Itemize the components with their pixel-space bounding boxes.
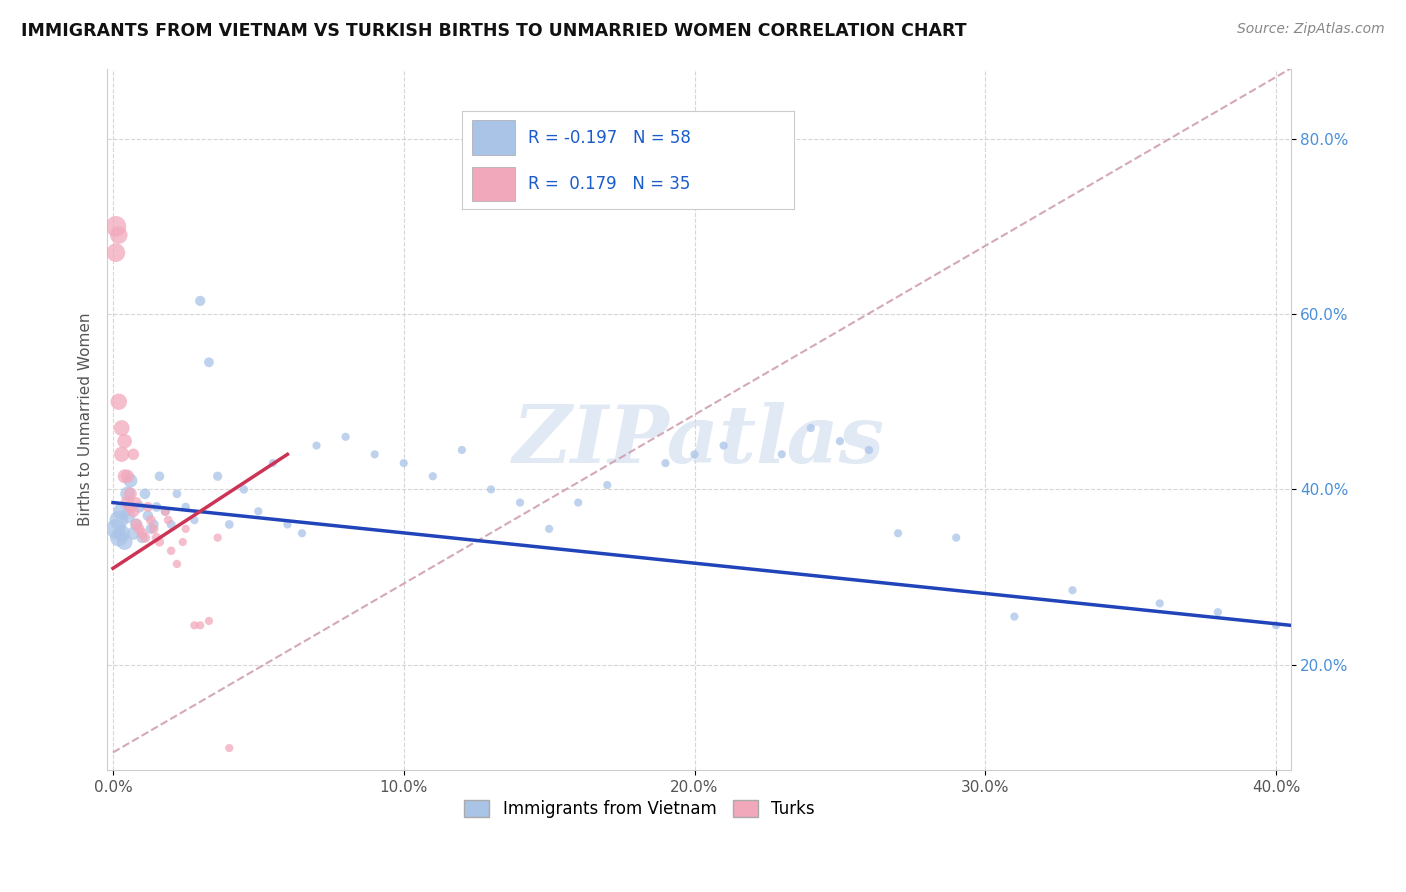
Point <box>125 517 148 532</box>
Point <box>155 504 177 518</box>
Point <box>174 522 197 536</box>
Point <box>136 508 159 523</box>
Point <box>276 517 298 532</box>
Point <box>174 500 197 514</box>
Point <box>218 517 240 532</box>
Point <box>139 522 162 536</box>
Point <box>107 513 129 527</box>
Point <box>247 504 270 518</box>
Point <box>160 543 183 558</box>
Point <box>232 483 254 497</box>
Text: ZIPatlas: ZIPatlas <box>513 401 884 479</box>
Point <box>114 469 136 483</box>
Point <box>887 526 910 541</box>
Point <box>291 526 314 541</box>
Point <box>363 447 385 461</box>
Point <box>262 456 284 470</box>
Point <box>509 495 531 509</box>
Point <box>104 245 127 260</box>
Point <box>131 531 153 545</box>
Point <box>1206 605 1229 619</box>
Point <box>142 522 165 536</box>
Point <box>117 487 139 501</box>
Point <box>335 430 357 444</box>
Point <box>654 456 676 470</box>
Point <box>596 478 619 492</box>
Point <box>683 447 706 461</box>
Point <box>828 434 851 449</box>
Point <box>128 500 150 514</box>
Point <box>800 421 823 435</box>
Point <box>145 500 167 514</box>
Point <box>188 293 211 308</box>
Point <box>122 526 145 541</box>
Text: Source: ZipAtlas.com: Source: ZipAtlas.com <box>1237 22 1385 37</box>
Point <box>166 487 188 501</box>
Point <box>172 535 194 549</box>
Point <box>142 517 165 532</box>
Point <box>567 495 589 509</box>
Point <box>392 456 415 470</box>
Point <box>148 535 170 549</box>
Point <box>166 557 188 571</box>
Point <box>114 535 136 549</box>
Point <box>104 219 127 234</box>
Point <box>111 526 134 541</box>
Point <box>125 495 148 509</box>
Point <box>120 487 142 501</box>
Point <box>134 487 156 501</box>
Point <box>183 618 205 632</box>
Point <box>107 531 129 545</box>
Point <box>945 531 967 545</box>
Point <box>120 474 142 488</box>
Point <box>114 434 136 449</box>
Point <box>1002 609 1025 624</box>
Point <box>125 517 148 532</box>
Point <box>131 526 153 541</box>
Text: IMMIGRANTS FROM VIETNAM VS TURKISH BIRTHS TO UNMARRIED WOMEN CORRELATION CHART: IMMIGRANTS FROM VIETNAM VS TURKISH BIRTH… <box>21 22 967 40</box>
Point <box>188 618 211 632</box>
Point <box>538 522 561 536</box>
Point <box>422 469 444 483</box>
Point <box>157 513 180 527</box>
Point <box>107 228 129 243</box>
Point <box>479 483 502 497</box>
Point <box>104 522 127 536</box>
Point <box>111 447 134 461</box>
Y-axis label: Births to Unmarried Women: Births to Unmarried Women <box>79 312 93 526</box>
Point <box>1149 596 1171 610</box>
Point <box>770 447 793 461</box>
Point <box>122 504 145 518</box>
Point <box>207 531 229 545</box>
Point <box>305 439 328 453</box>
Point <box>148 469 170 483</box>
Point <box>145 531 167 545</box>
Point <box>198 355 221 369</box>
Point <box>107 394 129 409</box>
Point <box>139 513 162 527</box>
Point <box>1265 618 1288 632</box>
Legend: Immigrants from Vietnam, Turks: Immigrants from Vietnam, Turks <box>458 793 821 825</box>
Point <box>451 442 474 457</box>
Point <box>218 741 240 756</box>
Point <box>207 469 229 483</box>
Point <box>117 508 139 523</box>
Point <box>858 442 880 457</box>
Point <box>120 500 142 514</box>
Point <box>122 447 145 461</box>
Point <box>713 439 735 453</box>
Point <box>117 469 139 483</box>
Point <box>155 504 177 518</box>
Point <box>111 504 134 518</box>
Point <box>183 513 205 527</box>
Point <box>1062 583 1084 598</box>
Point <box>134 531 156 545</box>
Point <box>117 495 139 509</box>
Point <box>128 522 150 536</box>
Point <box>111 421 134 435</box>
Point <box>198 614 221 628</box>
Point <box>136 500 159 514</box>
Point <box>160 517 183 532</box>
